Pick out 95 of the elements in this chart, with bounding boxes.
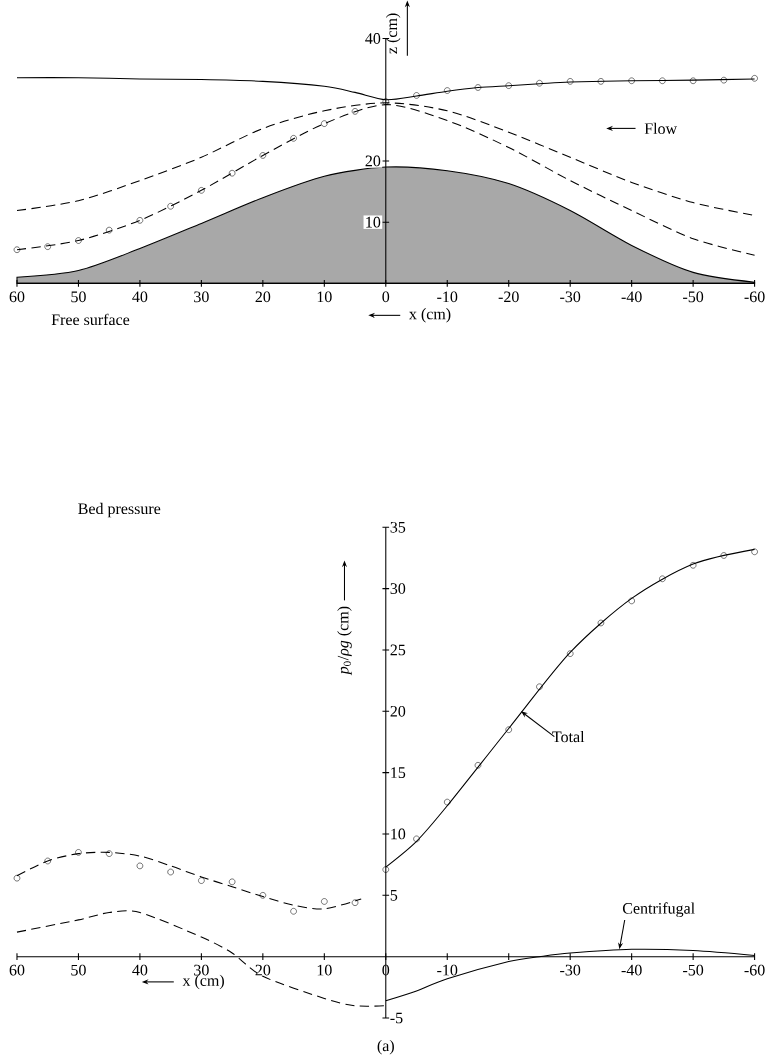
point xyxy=(474,762,482,769)
chart-title: Bed pressure xyxy=(78,502,161,518)
x-tick-label: -50 xyxy=(683,964,704,976)
x-tick-label: 40 xyxy=(132,964,148,976)
y-tick-label: 20 xyxy=(390,705,406,717)
point xyxy=(751,548,758,556)
point xyxy=(321,898,328,905)
x-tick-label: -20 xyxy=(498,291,519,303)
y-tick-label: 5 xyxy=(390,890,398,901)
point xyxy=(167,868,175,876)
x-tick-label: 60 xyxy=(9,291,25,303)
point xyxy=(690,77,697,84)
y-tick-label: 40 xyxy=(365,33,381,44)
point xyxy=(259,892,267,899)
annotation: Flow xyxy=(644,122,678,135)
x-tick-label: 60 xyxy=(9,964,25,976)
point xyxy=(44,243,52,250)
point xyxy=(259,152,267,159)
point xyxy=(136,217,144,224)
x-tick-label: 50 xyxy=(71,291,86,303)
y-tick-label: 30 xyxy=(390,583,406,594)
point xyxy=(13,874,21,882)
x-tick-label: -40 xyxy=(621,291,642,303)
text: (a) xyxy=(377,1039,395,1055)
x-tick-label: -30 xyxy=(560,964,581,976)
x-tick-label: -40 xyxy=(621,964,642,976)
x-tick-label: -10 xyxy=(437,964,458,976)
point xyxy=(690,562,697,569)
point xyxy=(751,75,758,82)
point xyxy=(597,619,605,627)
y-tick-label: 25 xyxy=(390,644,406,656)
point xyxy=(382,98,390,105)
point xyxy=(382,866,390,873)
x-tick-label: -10 xyxy=(437,291,458,303)
point xyxy=(567,650,574,657)
x-tick-label: 10 xyxy=(317,291,332,303)
point xyxy=(413,835,420,843)
x-tick-label: -60 xyxy=(744,964,765,976)
point xyxy=(75,849,82,856)
y-tick-label: 20 xyxy=(365,155,381,167)
x-axis-title: x (cm) xyxy=(409,308,451,323)
y-tick-label: 35 xyxy=(390,521,406,533)
point xyxy=(597,78,605,85)
point xyxy=(505,82,513,89)
y-tick-label: 10 xyxy=(366,216,381,228)
x-tick-label: 20 xyxy=(255,964,271,976)
point xyxy=(352,899,359,906)
y-tick-label: 10 xyxy=(391,828,406,840)
point xyxy=(536,683,543,690)
point xyxy=(229,170,236,177)
text: Free surface xyxy=(51,313,130,326)
point xyxy=(659,77,666,84)
point xyxy=(321,120,328,127)
point xyxy=(44,857,52,865)
point xyxy=(628,597,636,605)
point xyxy=(229,878,236,886)
x-tick-label: 10 xyxy=(317,964,332,976)
point xyxy=(13,246,21,253)
y-axis-title: p$_{0}$/ρg (cm) xyxy=(337,606,352,676)
point xyxy=(198,877,205,884)
point xyxy=(290,908,297,915)
annotation: Total xyxy=(552,730,585,743)
point xyxy=(720,552,728,559)
point xyxy=(167,203,175,210)
point xyxy=(567,78,574,85)
point xyxy=(290,135,297,142)
point xyxy=(75,237,82,244)
point xyxy=(628,77,636,84)
x-tick-label: 50 xyxy=(71,964,86,976)
x-tick-label: 20 xyxy=(255,291,271,303)
x-tick-label: -30 xyxy=(560,291,581,303)
y-axis-title: z (cm) xyxy=(386,13,401,54)
point xyxy=(136,862,144,870)
x-tick-label: 0 xyxy=(382,291,390,303)
point xyxy=(536,80,543,87)
point xyxy=(106,850,113,857)
point xyxy=(106,226,113,234)
line-series xyxy=(16,851,362,910)
point xyxy=(198,187,205,194)
x-tick-label: 40 xyxy=(132,291,148,303)
x-tick-label: 30 xyxy=(194,291,209,303)
x-tick-label: -50 xyxy=(683,291,704,303)
y-tick-label: -5 xyxy=(390,1012,403,1024)
point xyxy=(444,87,451,94)
point xyxy=(505,726,513,733)
point xyxy=(413,92,420,99)
x-tick-label: -60 xyxy=(744,291,765,303)
x-tick-label: 30 xyxy=(194,964,209,976)
annotation: Centrifugal xyxy=(623,902,695,918)
point xyxy=(352,108,359,115)
y-tick-label: 15 xyxy=(391,767,406,778)
point xyxy=(720,76,728,84)
point xyxy=(659,575,666,582)
point xyxy=(474,84,482,91)
point xyxy=(444,798,451,806)
